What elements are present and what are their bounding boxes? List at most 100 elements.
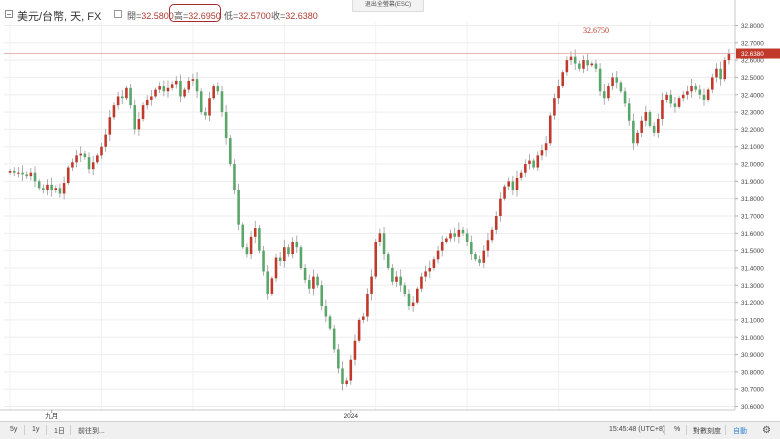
candle-body — [611, 77, 614, 87]
range-1d-button[interactable]: 1日 — [54, 428, 65, 435]
candle-body — [465, 233, 469, 242]
candle-body — [345, 380, 348, 385]
candle-body — [656, 119, 660, 133]
candle-body — [453, 233, 456, 237]
candle-body — [332, 328, 336, 350]
divider — [725, 425, 726, 435]
candle-body — [503, 186, 506, 199]
candle-body — [12, 170, 16, 173]
candle-body — [324, 306, 328, 317]
candle-body — [640, 120, 643, 133]
candle-body — [283, 247, 286, 262]
y-tick-label: 31.5000 — [741, 248, 764, 255]
y-tick-label: 31.2000 — [741, 300, 764, 307]
candle-body — [137, 119, 141, 130]
candle-body — [669, 94, 673, 104]
candle-body — [415, 288, 419, 303]
candle-body — [303, 267, 307, 281]
candle-body — [661, 99, 664, 119]
candle-body — [457, 229, 461, 237]
goto-button[interactable]: 前往到... — [78, 428, 105, 435]
y-tick-label: 32.2000 — [741, 127, 764, 134]
candle-body — [328, 316, 332, 329]
exit-fullscreen-hint[interactable]: 退出全螢幕(ESC) — [352, 0, 424, 12]
candle-body — [407, 293, 411, 307]
candle-body — [470, 241, 473, 255]
candle-body — [361, 316, 365, 320]
candle-body — [449, 233, 452, 239]
y-tick-label: 31.4000 — [741, 265, 764, 272]
log-scale-toggle[interactable]: 對數刻度 — [693, 428, 721, 435]
candle-body — [586, 60, 589, 66]
candle-body — [648, 112, 652, 126]
candle-body — [536, 155, 540, 168]
candle-body — [524, 164, 527, 173]
candle-body — [79, 153, 83, 156]
y-tick-label: 30.8000 — [741, 369, 764, 376]
candle-body — [8, 170, 12, 173]
y-tick-label: 32.0000 — [741, 162, 764, 169]
candle-body — [573, 56, 577, 64]
candle-body — [129, 87, 132, 106]
candle-body — [578, 63, 581, 69]
ohlc-open: 開=32.5800 — [127, 9, 174, 22]
y-tick-label: 32.1000 — [741, 144, 764, 151]
candle-body — [370, 276, 373, 294]
divider — [46, 425, 47, 435]
y-tick-label: 31.3000 — [741, 283, 764, 290]
candle-body — [158, 86, 161, 90]
ohlc-high: 高=32.6950 — [174, 9, 221, 22]
ohlc-close-label: 收 — [271, 11, 281, 21]
gear-icon[interactable]: ⚙ — [762, 425, 771, 436]
candle-body — [116, 96, 120, 106]
y-tick-label: 31.1000 — [741, 317, 764, 324]
settings-square-icon[interactable] — [114, 10, 122, 18]
ohlc-high-value: 32.6950 — [188, 11, 221, 21]
candle-body — [87, 157, 91, 170]
bottom-toolbar: 5y 1y 1日 前往到... 15:45:48 (UTC+8) % 對數刻度 … — [0, 421, 780, 439]
candle-body — [561, 72, 565, 87]
range-5y-button[interactable]: 5y — [10, 426, 18, 433]
candle-body — [652, 125, 656, 133]
candle-body — [706, 89, 710, 100]
candle-body — [445, 238, 448, 242]
candle-body — [461, 229, 465, 234]
candle-body — [694, 86, 697, 90]
candle-body — [411, 302, 415, 307]
range-1y-button[interactable]: 1y — [32, 426, 40, 433]
candle-body — [569, 56, 573, 61]
y-tick-label: 32.8000 — [741, 23, 764, 30]
candle-body — [154, 89, 157, 97]
candle-body — [636, 132, 639, 144]
candle-body — [237, 190, 240, 225]
candle-body — [66, 167, 70, 184]
candle-body — [312, 276, 315, 289]
candle-body — [432, 259, 436, 268]
x-tick-label: 九月 — [45, 411, 58, 420]
candle-body — [220, 91, 224, 113]
candle-body — [499, 198, 502, 216]
candle-body — [553, 98, 556, 116]
candle-body — [104, 134, 107, 147]
candle-body — [174, 80, 178, 85]
divider — [664, 425, 665, 435]
percent-toggle[interactable]: % — [674, 426, 681, 433]
candle-body — [677, 98, 681, 107]
y-tick-label: 31.7000 — [741, 214, 764, 221]
y-tick-label: 31.6000 — [741, 231, 764, 238]
candlestick-chart[interactable]: 32.8000 32.7000 32.6000 32.5000 32.4000 32.30… — [0, 0, 780, 421]
candle-body — [436, 250, 440, 260]
auto-scale-toggle[interactable]: 自動 — [733, 428, 747, 435]
ohlc-separator: = — [280, 11, 286, 21]
candle-body — [337, 349, 340, 369]
y-tick-label: 32.7000 — [741, 40, 764, 47]
candle-body — [17, 172, 20, 174]
candle-body — [316, 276, 319, 286]
candle-body — [307, 280, 311, 289]
candle-body — [83, 153, 87, 158]
candle-body — [191, 79, 195, 81]
collapse-icon[interactable] — [5, 10, 13, 18]
candle-body — [482, 250, 486, 263]
y-tick-label: 30.7000 — [741, 387, 764, 394]
candle-body — [428, 267, 432, 272]
